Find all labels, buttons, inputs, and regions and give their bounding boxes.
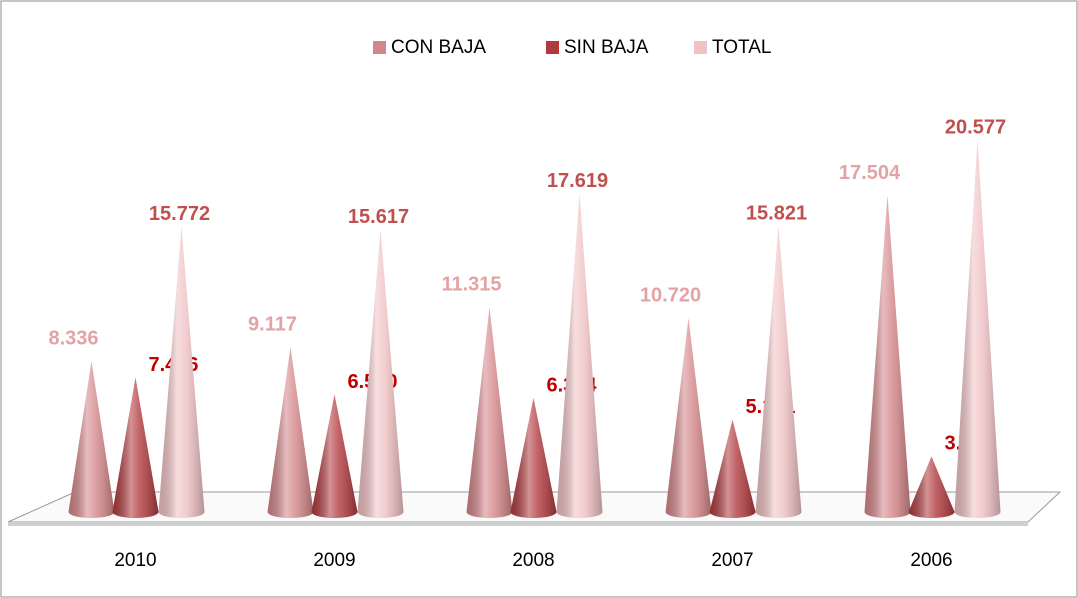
cone-shine xyxy=(864,195,911,518)
cone-shine xyxy=(755,225,802,518)
legend-label: TOTAL xyxy=(712,37,771,58)
cone-shine xyxy=(709,419,756,518)
legend-label: CON BAJA xyxy=(391,37,486,58)
data-label: 15.617 xyxy=(348,206,409,228)
data-label: 15.821 xyxy=(746,202,807,224)
cone-shine xyxy=(357,229,404,518)
data-label: 15.772 xyxy=(149,203,210,225)
cone-shine xyxy=(510,398,557,518)
cone-shine xyxy=(466,307,513,518)
legend-swatch xyxy=(694,41,707,54)
cone-shine xyxy=(556,193,603,518)
cone-shine xyxy=(68,361,115,518)
data-label: 11.315 xyxy=(441,274,501,296)
x-tick-label: 2009 xyxy=(313,550,355,571)
data-label: 9.117 xyxy=(248,313,297,335)
cone-shine xyxy=(267,347,314,518)
cone-shine xyxy=(908,456,955,518)
legend-label: SIN BAJA xyxy=(564,37,649,58)
cone-shine xyxy=(665,318,712,518)
floor-edge xyxy=(8,522,1028,526)
x-tick-label: 2007 xyxy=(711,550,753,571)
legend-swatch xyxy=(373,41,386,54)
data-label: 17.619 xyxy=(547,170,608,192)
data-label: 8.336 xyxy=(48,328,98,350)
cone-shine xyxy=(311,394,358,518)
data-label: 20.577 xyxy=(945,116,1006,138)
data-label: 17.504 xyxy=(839,162,901,184)
cone-shine xyxy=(112,377,159,518)
data-label: 10.720 xyxy=(640,284,701,306)
cone-shine xyxy=(954,140,1001,518)
x-tick-label: 2008 xyxy=(512,550,554,571)
x-tick-label: 2010 xyxy=(114,550,156,571)
x-tick-label: 2006 xyxy=(910,550,952,571)
legend-swatch xyxy=(546,41,559,54)
cone-shine xyxy=(158,226,205,519)
